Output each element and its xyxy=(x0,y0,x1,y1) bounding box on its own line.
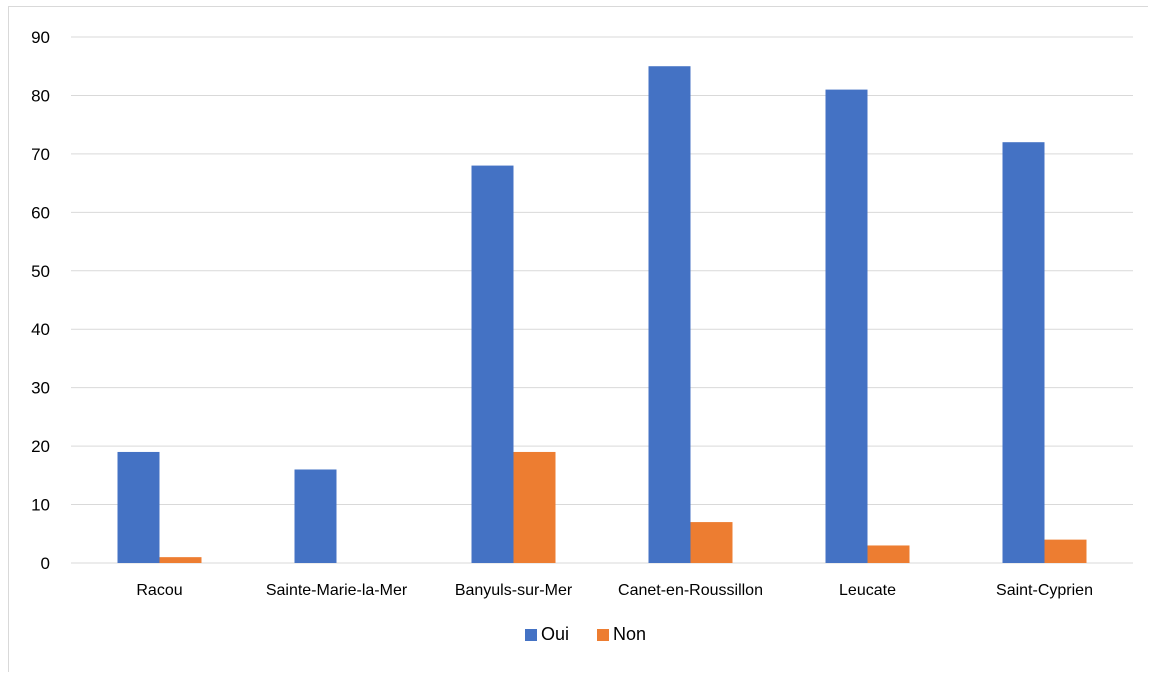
bar-oui-4 xyxy=(825,89,868,563)
legend-swatch-non xyxy=(597,629,609,641)
bar-non-5 xyxy=(1044,539,1087,563)
bar-non-2 xyxy=(513,451,556,563)
y-tick-label: 80 xyxy=(31,86,50,105)
bar-non-0 xyxy=(159,557,202,563)
bar-oui-5 xyxy=(1002,142,1045,563)
y-tick-label: 20 xyxy=(31,437,50,456)
y-tick-label: 60 xyxy=(31,203,50,222)
bar-non-3 xyxy=(690,522,733,563)
y-tick-label: 40 xyxy=(31,320,50,339)
y-tick-label: 30 xyxy=(31,379,50,398)
bar-oui-0 xyxy=(117,451,160,563)
bar-oui-1 xyxy=(294,469,337,563)
bar-oui-3 xyxy=(648,66,691,563)
y-tick-label: 0 xyxy=(41,554,50,573)
x-category-label: Sainte-Marie-la-Mer xyxy=(266,582,408,599)
y-tick-label: 10 xyxy=(31,496,50,515)
bars xyxy=(117,66,1087,564)
y-axis-tick-labels: 0 10 20 30 40 50 60 70 80 90 xyxy=(31,28,50,573)
bar-oui-2 xyxy=(471,165,514,564)
x-category-label: Canet-en-Roussillon xyxy=(618,582,763,599)
legend-swatch-oui xyxy=(525,629,537,641)
x-axis-category-labels: Racou Sainte-Marie-la-Mer Banyuls-sur-Mer C… xyxy=(136,582,1093,599)
x-category-label: Saint-Cyprien xyxy=(996,582,1093,599)
y-tick-label: 70 xyxy=(31,145,50,164)
legend-label-oui: Oui xyxy=(541,624,569,644)
y-tick-label: 90 xyxy=(31,28,50,47)
legend: Oui Non xyxy=(525,624,646,644)
gridlines xyxy=(71,36,1133,564)
x-category-label: Banyuls-sur-Mer xyxy=(455,582,573,599)
x-category-label: Leucate xyxy=(839,582,896,599)
x-category-label: Racou xyxy=(136,582,182,599)
bar-non-4 xyxy=(867,545,910,563)
y-tick-label: 50 xyxy=(31,262,50,281)
legend-label-non: Non xyxy=(613,624,646,644)
